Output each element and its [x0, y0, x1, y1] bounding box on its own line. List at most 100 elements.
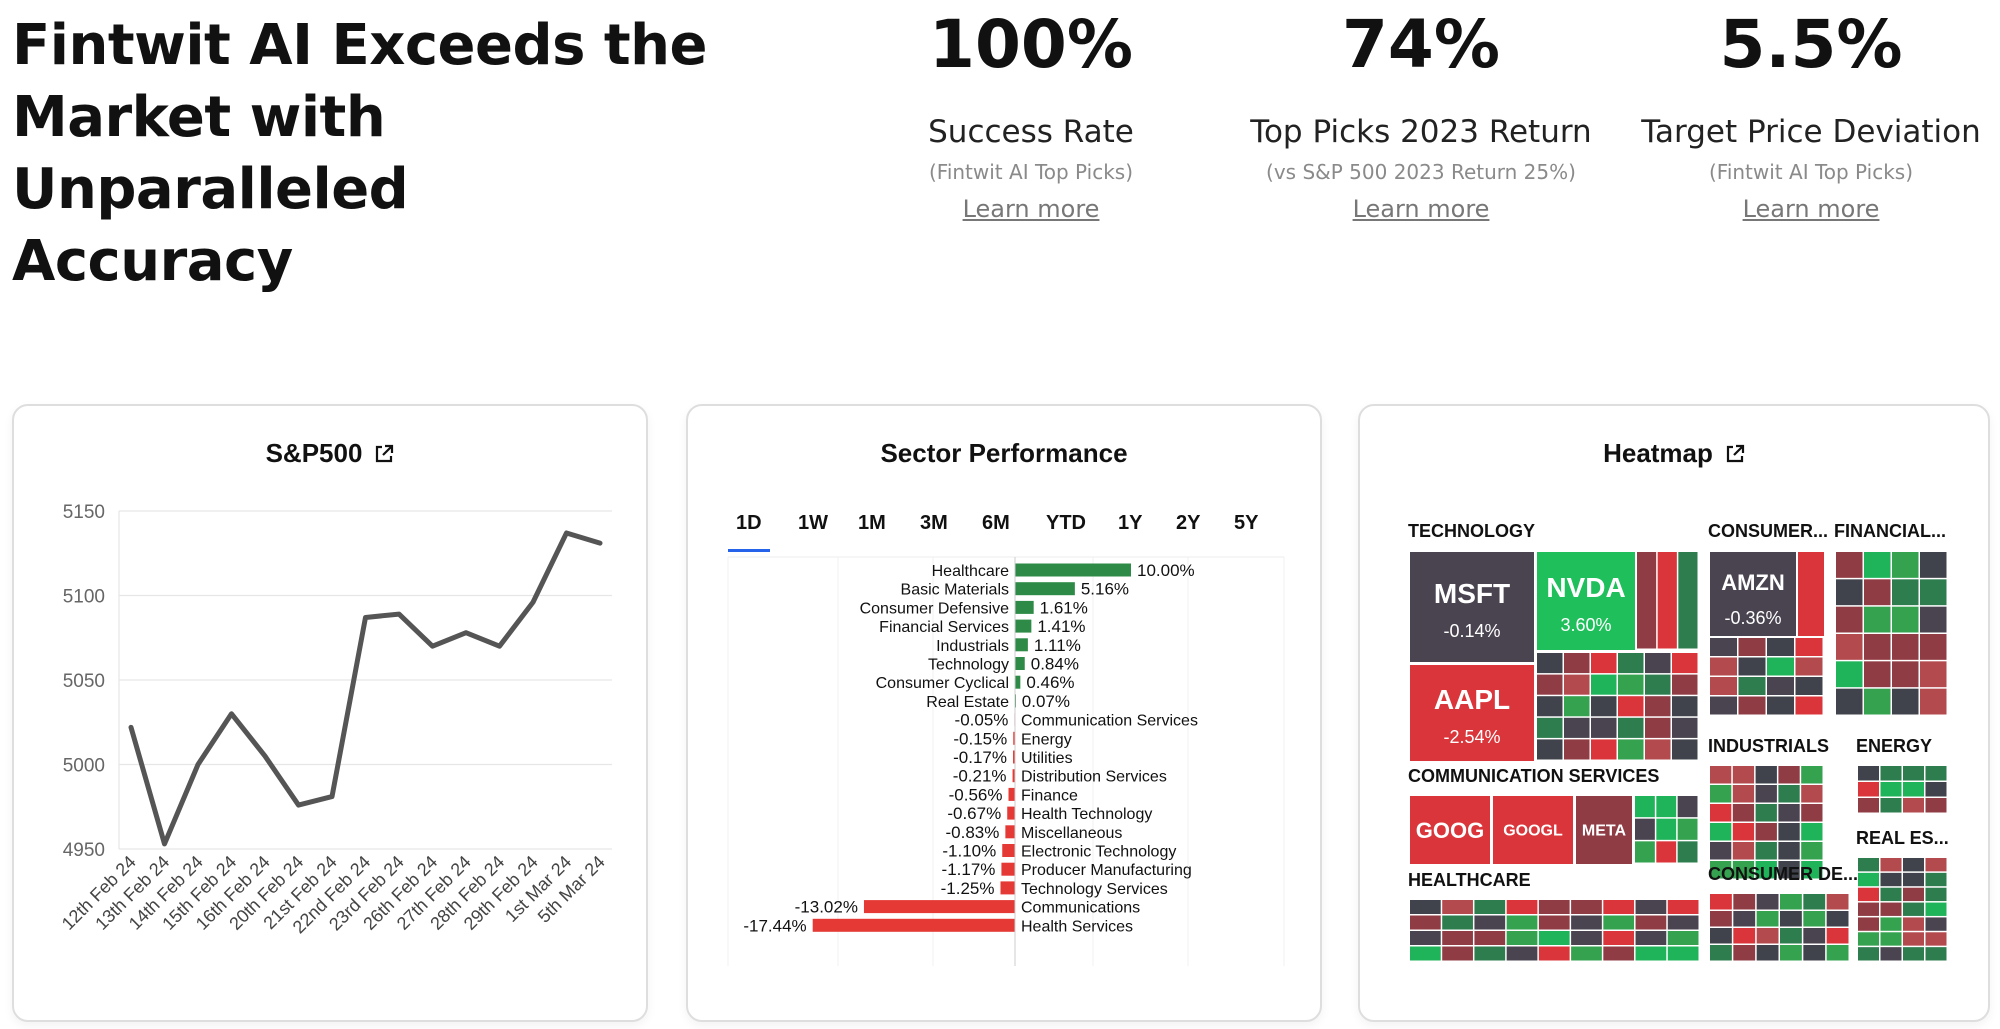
heatmap-tile[interactable]	[1474, 915, 1506, 930]
heatmap-tile[interactable]	[1710, 677, 1737, 695]
heatmap-tile[interactable]	[1836, 579, 1863, 606]
heatmap-tile[interactable]	[1738, 677, 1766, 695]
heatmap-tile[interactable]	[1858, 782, 1879, 797]
heatmap-tile-nvda[interactable]	[1537, 552, 1635, 650]
heatmap-tile[interactable]	[1618, 739, 1644, 760]
tab-6m[interactable]: 6M	[982, 512, 1010, 534]
heatmap-tile[interactable]	[1635, 915, 1667, 930]
heatmap-tile[interactable]	[1892, 688, 1919, 715]
heatmap-tile[interactable]	[1755, 804, 1777, 822]
heatmap-tile[interactable]	[1826, 928, 1849, 944]
heatmap-tile[interactable]	[1538, 946, 1570, 961]
heatmap-tile[interactable]	[1826, 894, 1849, 910]
heatmap-tile[interactable]	[1880, 887, 1902, 902]
heatmap-tile[interactable]	[1538, 900, 1570, 914]
heatmap-tile[interactable]	[1826, 945, 1849, 961]
heatmap-tile[interactable]	[1903, 917, 1924, 931]
heatmap-tile[interactable]	[1780, 928, 1802, 944]
heatmap-tile[interactable]	[1864, 579, 1891, 606]
heatmap-tile[interactable]	[1795, 657, 1823, 676]
heatmap-tile[interactable]	[1755, 861, 1777, 879]
tab-1m[interactable]: 1M	[858, 512, 886, 534]
tab-1w[interactable]: 1W	[798, 512, 828, 534]
heatmap-tile[interactable]	[1645, 674, 1671, 695]
heatmap-tile[interactable]	[1925, 766, 1947, 781]
heatmap-tile[interactable]	[1803, 894, 1826, 910]
heatmap-tile[interactable]	[1603, 931, 1635, 945]
heatmap-tile[interactable]	[1880, 872, 1902, 887]
heatmap-tile[interactable]	[1710, 696, 1737, 715]
heatmap-tile[interactable]	[1880, 932, 1902, 946]
heatmap-tile[interactable]	[1892, 606, 1919, 633]
heatmap-tile[interactable]	[1732, 785, 1755, 803]
heatmap-tile[interactable]	[1892, 579, 1919, 606]
heatmap-tile[interactable]	[1732, 842, 1755, 860]
heatmap-tile[interactable]	[1672, 653, 1698, 674]
heatmap-tile[interactable]	[1864, 552, 1891, 578]
heatmap-tile[interactable]	[1756, 911, 1779, 927]
heatmap-tile[interactable]	[1732, 823, 1755, 841]
heatmap-tile[interactable]	[1571, 900, 1602, 914]
heatmap-tile[interactable]	[1506, 946, 1538, 961]
heatmap-tile[interactable]	[1538, 931, 1570, 945]
heatmap-tile[interactable]	[1925, 917, 1947, 931]
heatmap-tile[interactable]	[1836, 606, 1863, 633]
heatmap-tile[interactable]	[1738, 696, 1766, 715]
heatmap-tile[interactable]	[1836, 634, 1863, 660]
heatmap-tile[interactable]	[1656, 818, 1677, 840]
heatmap-tile[interactable]	[1920, 606, 1947, 633]
heatmap-tile[interactable]	[1864, 688, 1891, 715]
heatmap-tile[interactable]	[1618, 674, 1644, 695]
heatmap-tile[interactable]	[1836, 661, 1863, 688]
heatmap-tile[interactable]	[1755, 823, 1777, 841]
heatmap-tile[interactable]	[1903, 766, 1924, 781]
heatmap-tile[interactable]	[1678, 552, 1698, 649]
heatmap-tile[interactable]	[1858, 947, 1879, 961]
heatmap-tile[interactable]	[1801, 804, 1823, 822]
heatmap-tile[interactable]	[1571, 946, 1602, 961]
heatmap-tile[interactable]	[1903, 887, 1924, 902]
heatmap-tile[interactable]	[1903, 798, 1924, 813]
heatmap-tile[interactable]	[1836, 688, 1863, 715]
heatmap-tile[interactable]	[1710, 842, 1732, 860]
heatmap-tile[interactable]	[1920, 634, 1947, 660]
heatmap-tile[interactable]	[1738, 657, 1766, 676]
heatmap-tile[interactable]	[1801, 842, 1823, 860]
heatmap-tile[interactable]	[1603, 900, 1635, 914]
heatmap-tile[interactable]	[1801, 823, 1823, 841]
heatmap-tile[interactable]	[1778, 823, 1800, 841]
heatmap-tile[interactable]	[1506, 900, 1538, 914]
heatmap-tile[interactable]	[1603, 946, 1635, 961]
heatmap-tile-meta[interactable]	[1576, 796, 1632, 864]
heatmap-tile[interactable]	[1564, 696, 1590, 717]
heatmap-tile[interactable]	[1710, 638, 1737, 656]
heatmap-tile[interactable]	[1474, 931, 1506, 945]
heatmap-tile[interactable]	[1795, 677, 1823, 695]
heatmap-tile[interactable]	[1880, 798, 1902, 813]
heatmap-tile[interactable]	[1410, 915, 1441, 930]
heatmap-tile-googl[interactable]	[1493, 796, 1573, 864]
heatmap-tile[interactable]	[1801, 766, 1823, 784]
heatmap-tile[interactable]	[1920, 661, 1947, 688]
heatmap-tile[interactable]	[1803, 911, 1826, 927]
heatmap-tile[interactable]	[1880, 947, 1902, 961]
heatmap-tile[interactable]	[1858, 917, 1879, 931]
heatmap-tile[interactable]	[1780, 894, 1802, 910]
heatmap-tile[interactable]	[1858, 858, 1879, 872]
heatmap-tile[interactable]	[1672, 717, 1698, 738]
heatmap-tile[interactable]	[1778, 842, 1800, 860]
heatmap-tile[interactable]	[1564, 653, 1590, 674]
heatmap-tile[interactable]	[1756, 894, 1779, 910]
heatmap-tile[interactable]	[1571, 915, 1602, 930]
market-heatmap[interactable]: TECHNOLOGY MSFT -0.14% NVDA 3.60% AAPL -2.54% C…	[1360, 406, 1992, 1024]
heatmap-tile-amzn[interactable]	[1710, 552, 1796, 636]
heatmap-tile[interactable]	[1903, 858, 1924, 872]
heatmap-tile[interactable]	[1618, 653, 1644, 674]
heatmap-tile[interactable]	[1474, 900, 1506, 914]
heatmap-tile[interactable]	[1410, 931, 1441, 945]
heatmap-tile[interactable]	[1537, 717, 1563, 738]
heatmap-tile[interactable]	[1864, 634, 1891, 660]
heatmap-tile[interactable]	[1892, 552, 1919, 578]
heatmap-tile[interactable]	[1656, 841, 1677, 863]
heatmap-tile[interactable]	[1920, 688, 1947, 715]
